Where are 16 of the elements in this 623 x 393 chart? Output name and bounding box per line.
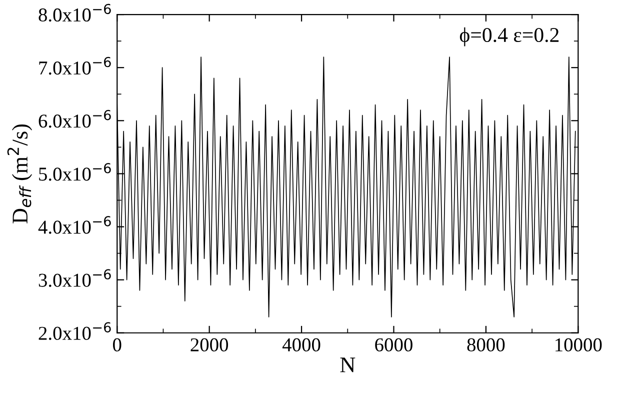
x-axis-title: N bbox=[340, 358, 356, 372]
annotation: ϕ=0.4 ε=0.2 bbox=[460, 27, 559, 46]
y-tick-label: 6.0x10$^{−6}$ bbox=[38, 110, 111, 128]
x-tick-label: 0 bbox=[113, 338, 122, 352]
y-tick-label: 5.0x10$^{−6}$ bbox=[39, 162, 111, 181]
y-tick-label: 2.0x10$^{−6}$ bbox=[38, 322, 111, 340]
y-tick-label: 8.0x10$^{−6}$ bbox=[38, 4, 111, 22]
x-tick-label: 4000 bbox=[282, 338, 320, 352]
y-tick-label: 3.0x10$^{−6}$ bbox=[38, 269, 111, 287]
x-tick-label: 8000 bbox=[467, 338, 505, 352]
x-tick-label: 10000 bbox=[556, 338, 602, 352]
y-tick-label: 7.0x10$^{−6}$ bbox=[39, 56, 111, 75]
y-tick-label: 4.0x10$^{−6}$ bbox=[38, 216, 111, 234]
x-tick-label: 2000 bbox=[190, 338, 228, 352]
x-tick-label: 6000 bbox=[375, 338, 412, 352]
y-axis-title: D$_{eff}$ (m$^{2}$/s) bbox=[7, 124, 32, 224]
